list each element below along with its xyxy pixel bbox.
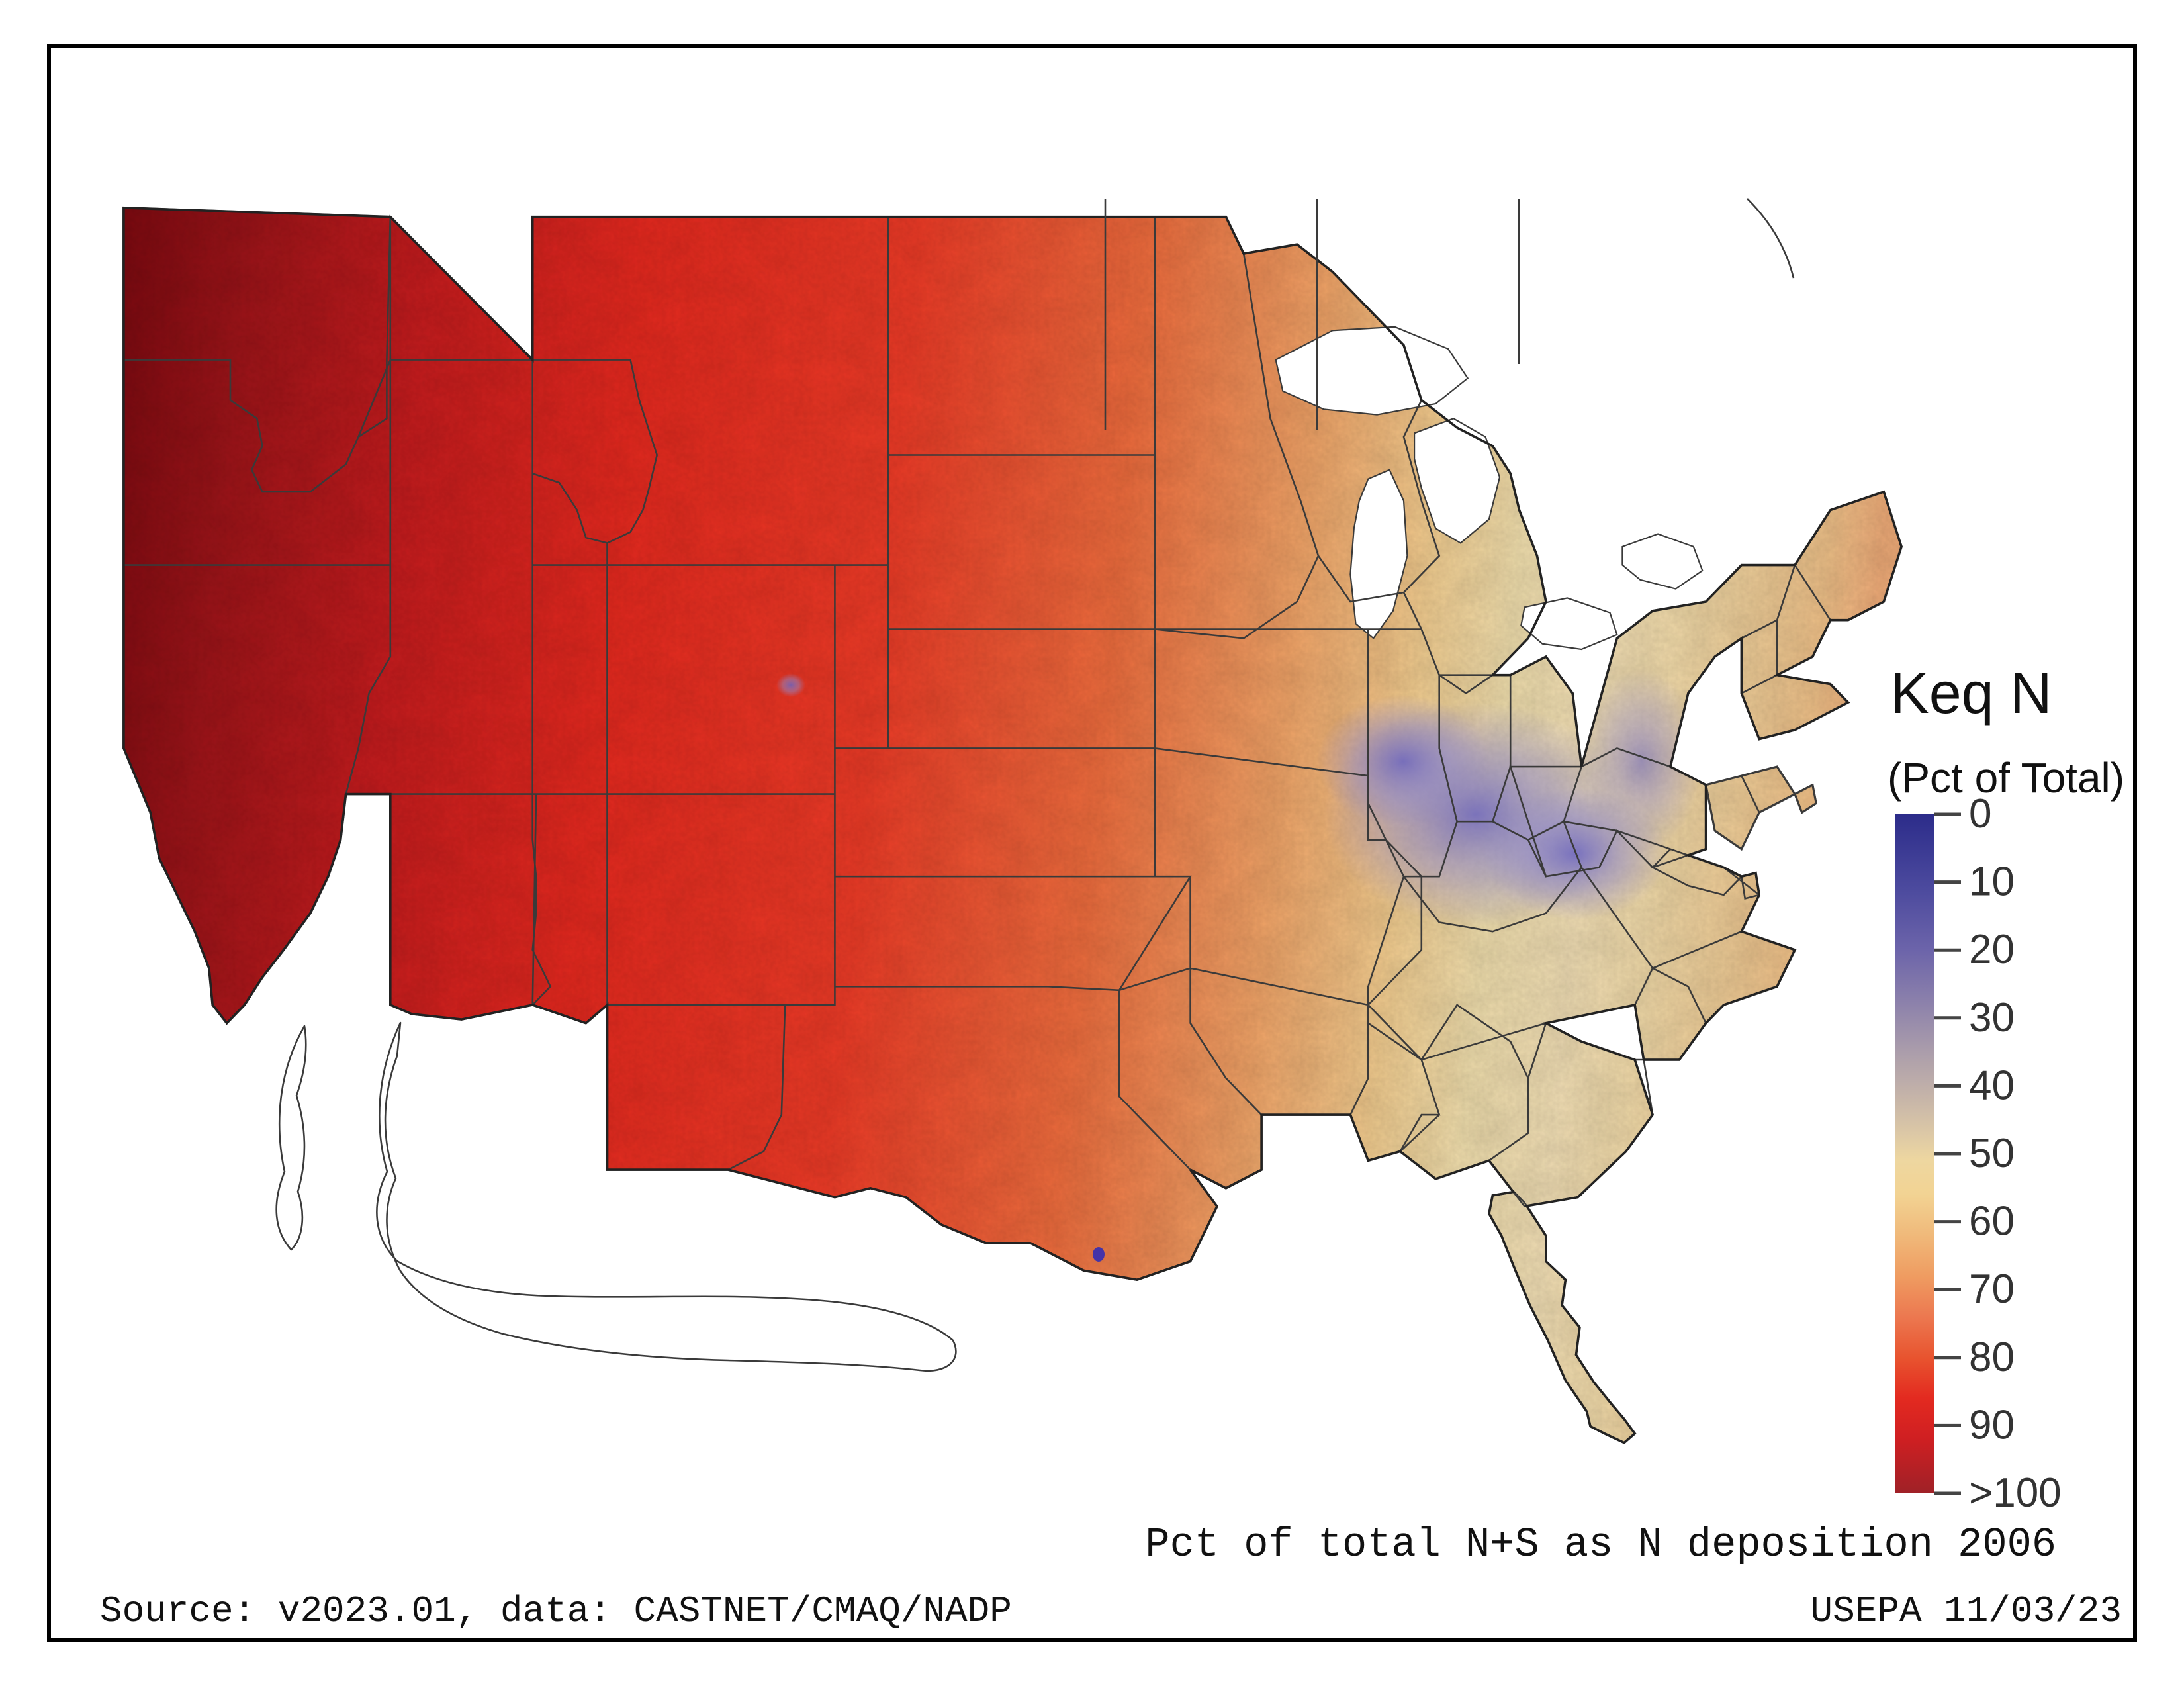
- svg-text:(Pct of Total): (Pct of Total): [1888, 754, 2124, 802]
- svg-text:>100: >100: [1969, 1470, 2062, 1516]
- svg-text:Source: v2023.01, data: CASTNE: Source: v2023.01, data: CASTNET/CMAQ/NAD…: [100, 1590, 1012, 1632]
- svg-text:80: 80: [1969, 1335, 2015, 1380]
- svg-text:10: 10: [1969, 859, 2015, 905]
- svg-text:Keq N: Keq N: [1890, 660, 2052, 726]
- svg-text:90: 90: [1969, 1402, 2015, 1448]
- svg-text:Pct of total N+S as N depositi: Pct of total N+S as N deposition 2006: [1145, 1521, 2056, 1568]
- svg-text:0: 0: [1969, 791, 1991, 837]
- svg-text:20: 20: [1969, 927, 2015, 972]
- svg-text:50: 50: [1969, 1131, 2015, 1176]
- svg-text:70: 70: [1969, 1266, 2015, 1312]
- svg-text:60: 60: [1969, 1199, 2015, 1244]
- svg-text:30: 30: [1969, 995, 2015, 1041]
- svg-text:USEPA 11/03/23: USEPA 11/03/23: [1811, 1590, 2122, 1632]
- svg-text:40: 40: [1969, 1062, 2015, 1108]
